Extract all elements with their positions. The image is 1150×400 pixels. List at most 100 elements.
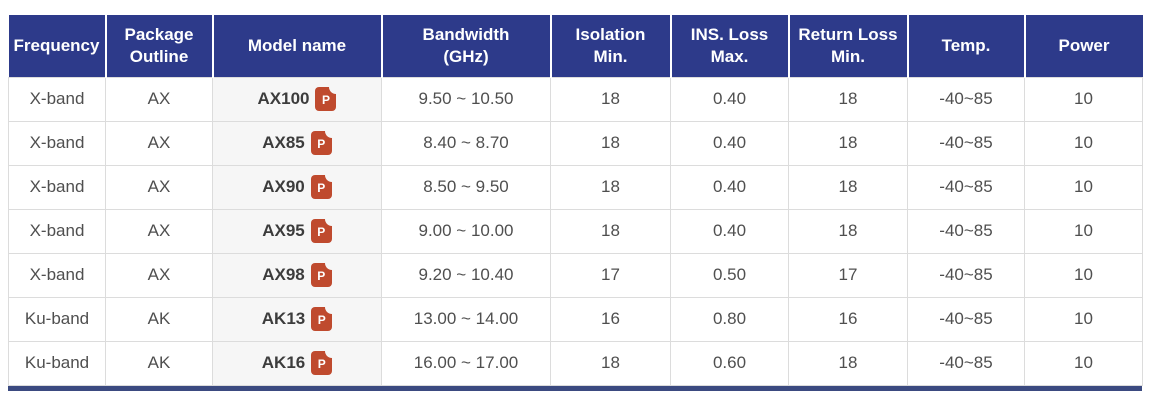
table-row: X-band AX AX95 P 9.00 ~ 10.00 18 0.40 18… [8, 208, 1143, 254]
bandwidth-cell: 13.00 ~ 14.00 [381, 296, 551, 342]
ins-loss-cell: 0.40 [670, 76, 789, 122]
temp-cell: -40~85 [907, 164, 1025, 210]
model-cell: AX95 P [212, 208, 382, 254]
bandwidth-cell: 9.20 ~ 10.40 [381, 252, 551, 298]
power-cell: 10 [1024, 296, 1143, 342]
isolation-cell: 18 [550, 164, 671, 210]
header-row: Frequency Package Outline Model name Ban… [8, 15, 1143, 77]
model-name-label: AK16 [261, 353, 306, 372]
pdf-icon-letter: P [321, 93, 330, 107]
isolation-cell: 18 [550, 208, 671, 254]
table-row: Ku-band AK AK13 P 13.00 ~ 14.00 16 0.80 … [8, 296, 1143, 342]
col-header-frequency: Frequency [8, 15, 107, 77]
temp-cell: -40~85 [907, 340, 1025, 386]
frequency-cell: X-band [8, 252, 106, 298]
frequency-cell: X-band [8, 120, 106, 166]
package-cell: AX [105, 252, 213, 298]
temp-cell: -40~85 [907, 120, 1025, 166]
ins-loss-cell: 0.40 [670, 164, 789, 210]
col-header-model: Model name [212, 15, 383, 77]
col-header-isolation: Isolation Min. [550, 15, 672, 77]
model-name-label: AX90 [262, 177, 305, 196]
return-loss-cell: 18 [788, 340, 908, 386]
temp-cell: -40~85 [907, 208, 1025, 254]
return-loss-cell: 18 [788, 120, 908, 166]
col-header-return-loss: Return Loss Min. [788, 15, 909, 77]
return-loss-cell: 17 [788, 252, 908, 298]
ins-loss-cell: 0.50 [670, 252, 789, 298]
model-name-label: AX95 [262, 221, 305, 240]
package-cell: AX [105, 164, 213, 210]
model-name-label: AX100 [257, 89, 310, 108]
power-cell: 10 [1024, 252, 1143, 298]
col-header-ins-loss: INS. Loss Max. [670, 15, 790, 77]
power-cell: 10 [1024, 164, 1143, 210]
table-row: Ku-band AK AK16 P 16.00 ~ 17.00 18 0.60 … [8, 340, 1143, 386]
temp-cell: -40~85 [907, 296, 1025, 342]
pdf-icon-letter: P [317, 357, 326, 371]
return-loss-cell: 18 [788, 164, 908, 210]
temp-cell: -40~85 [907, 76, 1025, 122]
model-cell: AX100 P [212, 76, 382, 122]
isolation-cell: 18 [550, 120, 671, 166]
package-cell: AK [105, 340, 213, 386]
pdf-icon-letter: P [317, 225, 326, 239]
ins-loss-cell: 0.80 [670, 296, 789, 342]
bandwidth-cell: 9.50 ~ 10.50 [381, 76, 551, 122]
col-header-bandwidth: Bandwidth (GHz) [381, 15, 552, 77]
model-cell: AK16 P [212, 340, 382, 386]
bandwidth-cell: 8.50 ~ 9.50 [381, 164, 551, 210]
return-loss-cell: 16 [788, 296, 908, 342]
model-cell: AX85 P [212, 120, 382, 166]
table-row: X-band AX AX85 P 8.40 ~ 8.70 18 0.40 18 … [8, 120, 1143, 166]
model-name-label: AK13 [261, 309, 306, 328]
pdf-icon-letter: P [317, 137, 326, 151]
power-cell: 10 [1024, 208, 1143, 254]
power-cell: 10 [1024, 120, 1143, 166]
model-name-group: AK16 P [261, 351, 333, 375]
frequency-cell: Ku-band [8, 340, 106, 386]
pdf-download-icon[interactable]: P [311, 307, 333, 331]
bandwidth-cell: 8.40 ~ 8.70 [381, 120, 551, 166]
model-name-label: AX98 [262, 265, 305, 284]
frequency-cell: Ku-band [8, 296, 106, 342]
power-cell: 10 [1024, 76, 1143, 122]
col-header-power: Power [1024, 15, 1143, 77]
pdf-download-icon[interactable]: P [310, 219, 332, 243]
frequency-cell: X-band [8, 208, 106, 254]
pdf-download-icon[interactable]: P [310, 263, 332, 287]
frequency-cell: X-band [8, 76, 106, 122]
pdf-download-icon[interactable]: P [311, 351, 333, 375]
model-name-group: AX95 P [262, 219, 332, 243]
isolation-cell: 18 [550, 76, 671, 122]
table-row: X-band AX AX90 P 8.50 ~ 9.50 18 0.40 18 … [8, 164, 1143, 210]
col-header-package: Package Outline [105, 15, 214, 77]
pdf-download-icon[interactable]: P [310, 175, 332, 199]
pdf-download-icon[interactable]: P [310, 131, 332, 155]
return-loss-cell: 18 [788, 76, 908, 122]
model-name-group: AK13 P [261, 307, 333, 331]
temp-cell: -40~85 [907, 252, 1025, 298]
model-name-group: AX98 P [262, 263, 332, 287]
return-loss-cell: 18 [788, 208, 908, 254]
product-spec-table: Frequency Package Outline Model name Ban… [8, 15, 1143, 386]
model-cell: AX98 P [212, 252, 382, 298]
bandwidth-cell: 9.00 ~ 10.00 [381, 208, 551, 254]
model-name-group: AX90 P [262, 175, 332, 199]
ins-loss-cell: 0.40 [670, 120, 789, 166]
package-cell: AX [105, 120, 213, 166]
model-name-group: AX85 P [262, 131, 332, 155]
col-header-temp: Temp. [907, 15, 1026, 77]
table-row: X-band AX AX100 P 9.50 ~ 10.50 18 0.40 1… [8, 76, 1143, 122]
package-cell: AX [105, 76, 213, 122]
bandwidth-cell: 16.00 ~ 17.00 [381, 340, 551, 386]
model-name-group: AX100 P [258, 87, 337, 111]
pdf-download-icon[interactable]: P [315, 87, 337, 111]
pdf-icon-letter: P [317, 269, 326, 283]
table-row: X-band AX AX98 P 9.20 ~ 10.40 17 0.50 17… [8, 252, 1143, 298]
isolation-cell: 17 [550, 252, 671, 298]
isolation-cell: 16 [550, 296, 671, 342]
pdf-icon-letter: P [317, 181, 326, 195]
package-cell: AK [105, 296, 213, 342]
power-cell: 10 [1024, 340, 1143, 386]
